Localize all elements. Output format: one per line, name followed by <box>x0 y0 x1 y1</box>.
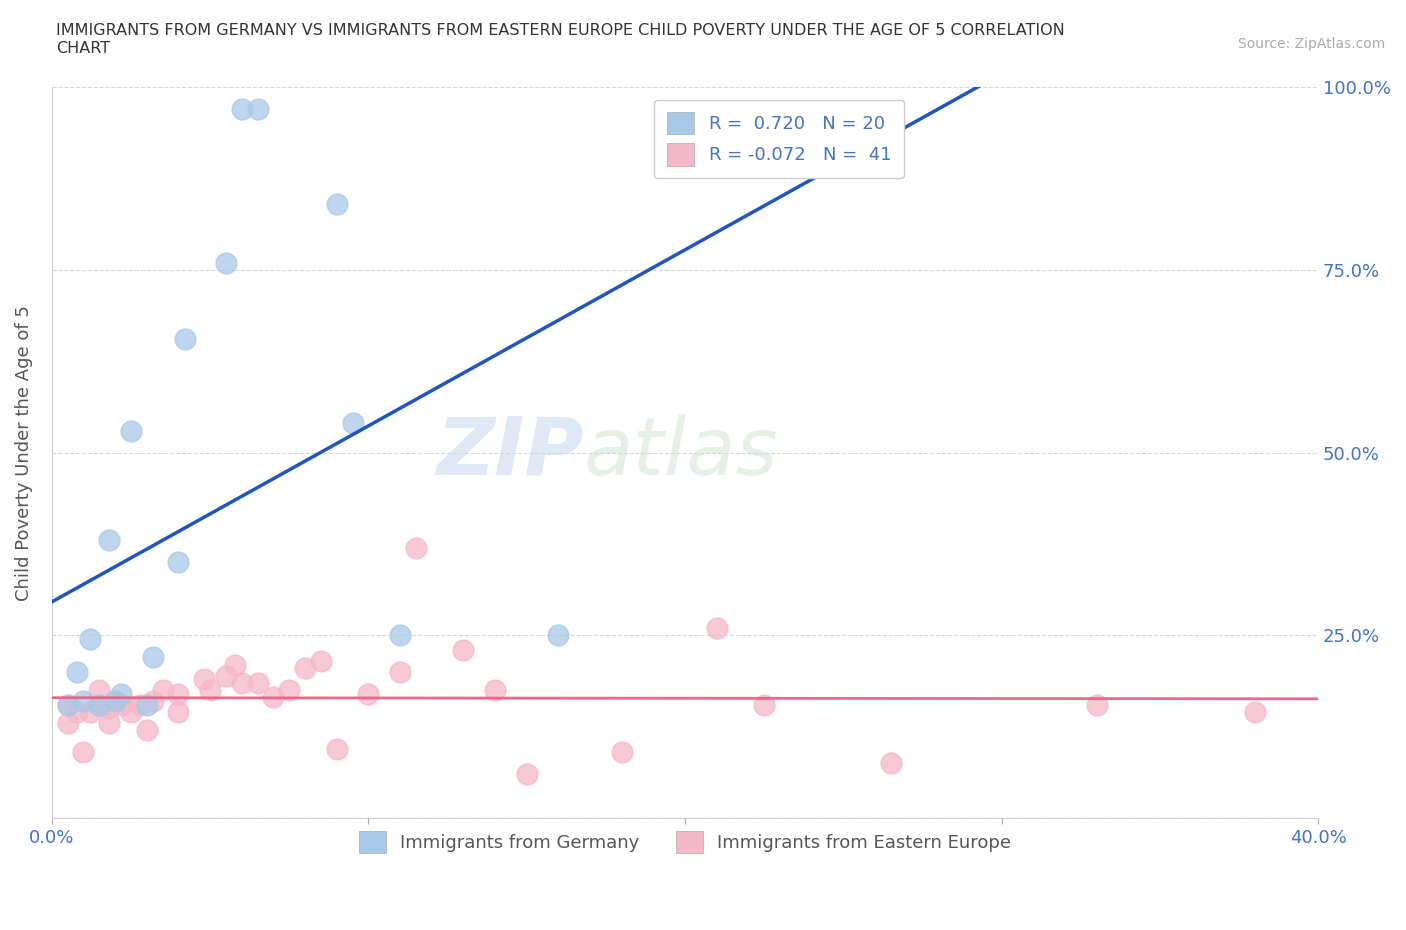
Point <box>484 683 506 698</box>
Point <box>135 698 157 712</box>
Point <box>167 705 190 720</box>
Point <box>215 668 238 683</box>
Point <box>215 255 238 270</box>
Point <box>56 715 79 730</box>
Point <box>97 533 120 548</box>
Point <box>120 705 142 720</box>
Point <box>142 694 165 709</box>
Point <box>231 101 253 116</box>
Point <box>342 416 364 431</box>
Point <box>66 664 89 679</box>
Point <box>706 620 728 635</box>
Point <box>880 756 903 771</box>
Point <box>173 332 195 347</box>
Point <box>152 683 174 698</box>
Text: atlas: atlas <box>583 414 779 492</box>
Point <box>262 690 284 705</box>
Point <box>129 698 152 712</box>
Point <box>135 723 157 737</box>
Point <box>516 767 538 782</box>
Point <box>357 686 380 701</box>
Point <box>224 658 246 672</box>
Point <box>231 675 253 690</box>
Point <box>167 555 190 570</box>
Point <box>246 101 269 116</box>
Point <box>56 698 79 712</box>
Point <box>325 741 347 756</box>
Point <box>610 745 633 760</box>
Point <box>198 683 221 698</box>
Point <box>309 654 332 669</box>
Text: Source: ZipAtlas.com: Source: ZipAtlas.com <box>1237 37 1385 51</box>
Point <box>89 698 111 712</box>
Point <box>104 694 127 709</box>
Point <box>278 683 301 698</box>
Point <box>388 664 411 679</box>
Point <box>89 698 111 712</box>
Point <box>1243 705 1265 720</box>
Point <box>104 694 127 709</box>
Point <box>66 705 89 720</box>
Point <box>120 423 142 438</box>
Point <box>56 698 79 712</box>
Point <box>167 686 190 701</box>
Point <box>110 686 132 701</box>
Point <box>325 196 347 211</box>
Point <box>142 650 165 665</box>
Point <box>97 715 120 730</box>
Point <box>453 643 475 658</box>
Point <box>89 683 111 698</box>
Text: ZIP: ZIP <box>436 414 583 492</box>
Point <box>79 705 101 720</box>
Point <box>294 661 316 676</box>
Point <box>97 701 120 716</box>
Point <box>405 540 427 555</box>
Text: IMMIGRANTS FROM GERMANY VS IMMIGRANTS FROM EASTERN EUROPE CHILD POVERTY UNDER TH: IMMIGRANTS FROM GERMANY VS IMMIGRANTS FR… <box>56 23 1064 56</box>
Point <box>79 631 101 646</box>
Point <box>388 628 411 643</box>
Point <box>72 745 94 760</box>
Point <box>110 698 132 712</box>
Point <box>547 628 569 643</box>
Point <box>1085 698 1108 712</box>
Point <box>72 694 94 709</box>
Point <box>752 698 775 712</box>
Point <box>246 675 269 690</box>
Y-axis label: Child Poverty Under the Age of 5: Child Poverty Under the Age of 5 <box>15 305 32 601</box>
Point <box>193 671 215 686</box>
Legend: Immigrants from Germany, Immigrants from Eastern Europe: Immigrants from Germany, Immigrants from… <box>352 824 1018 860</box>
